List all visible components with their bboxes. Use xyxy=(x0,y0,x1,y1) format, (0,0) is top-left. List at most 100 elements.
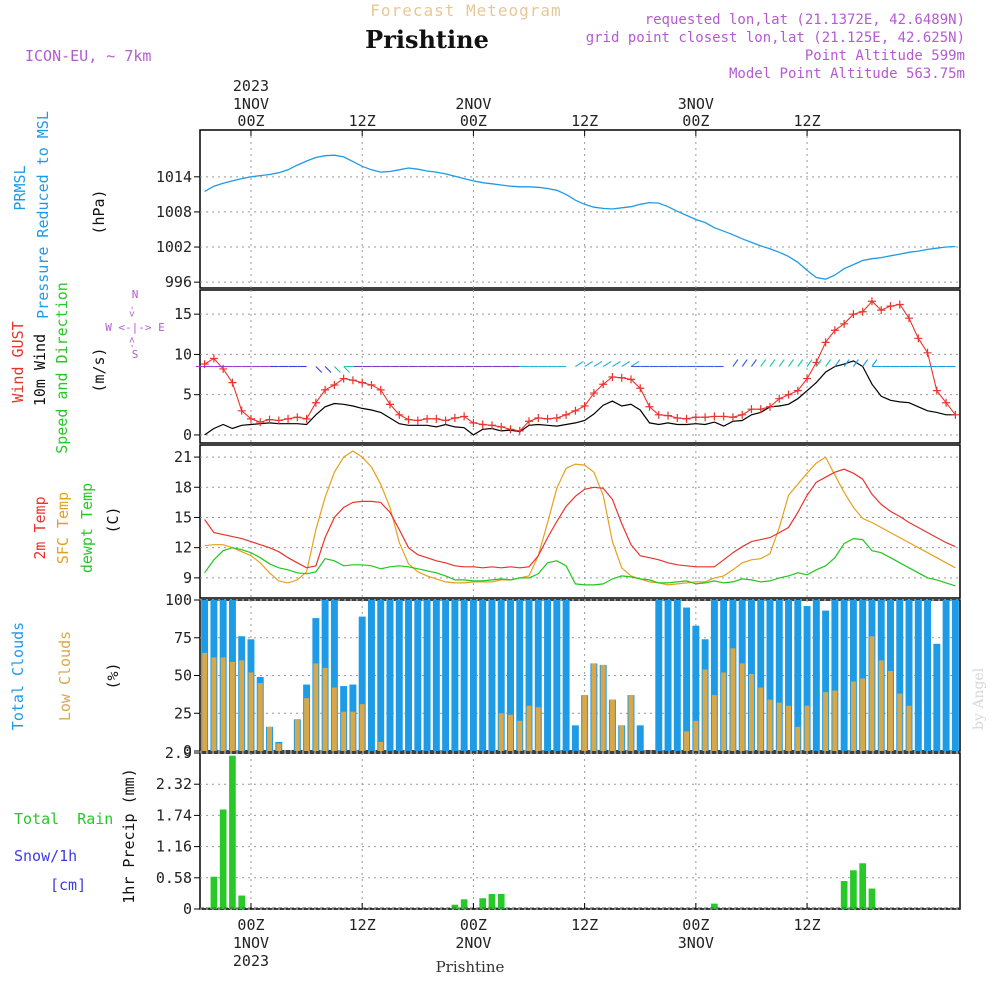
wind-direction-arrow xyxy=(751,359,757,367)
gust-marker xyxy=(682,414,691,423)
gust-marker xyxy=(348,376,357,385)
y-tick-label: 18 xyxy=(174,478,192,496)
total-cloud-bar xyxy=(766,600,774,751)
low-cloud-bar xyxy=(239,660,245,751)
total-rain-label: Total Rain xyxy=(14,810,113,828)
rain-bar xyxy=(229,755,236,909)
wind-dir-label: Speed and Direction xyxy=(53,282,71,454)
total-cloud-bar xyxy=(395,600,403,751)
gust-marker xyxy=(914,334,923,343)
gust-marker xyxy=(942,398,951,407)
low-cloud-bar xyxy=(220,657,226,751)
gust-marker xyxy=(701,413,710,422)
grid-coords: grid point closest lon,lat (21.125E, 42.… xyxy=(586,30,965,46)
gust-marker xyxy=(321,385,330,394)
top-date-label: 2NOV xyxy=(455,95,491,113)
total-cloud-bar xyxy=(507,600,514,751)
low-cloud-bar xyxy=(350,711,356,751)
gust-marker xyxy=(589,389,598,398)
gust-marker xyxy=(311,398,320,407)
top-date-label: 1NOV xyxy=(233,95,269,113)
bottom-time-label: 00Z xyxy=(460,916,487,934)
rain-bar xyxy=(711,903,718,909)
rain-bar xyxy=(850,870,857,909)
low-cloud-bar xyxy=(684,731,690,751)
low-cloud-bar xyxy=(711,695,717,751)
total-cloud-bar xyxy=(831,600,839,751)
gust-marker xyxy=(775,394,784,403)
gust-marker xyxy=(580,401,589,410)
gust-marker xyxy=(664,411,673,420)
total-cloud-bar xyxy=(386,600,394,751)
low-cloud-bar xyxy=(341,711,347,751)
low-cloud-bar xyxy=(739,663,745,751)
total-cloud-bar xyxy=(414,600,422,751)
gust-marker xyxy=(525,417,534,426)
gust-marker xyxy=(367,381,376,390)
compass-n: N xyxy=(132,288,139,301)
total-cloud-bar xyxy=(460,600,468,751)
total-cloud-bar xyxy=(710,600,718,751)
gust-marker xyxy=(617,373,626,382)
temp-sfc-label: SFC Temp xyxy=(54,492,72,564)
total-cloud-bar xyxy=(636,725,644,751)
gust-marker xyxy=(441,416,450,425)
low-cloud-bar xyxy=(267,726,272,751)
y-tick-label: 50 xyxy=(174,667,192,685)
gust-marker xyxy=(654,410,663,419)
rain-bar xyxy=(451,904,459,909)
low-cloud-bar xyxy=(508,714,513,751)
low-cloud-bar xyxy=(758,687,764,751)
gust-marker xyxy=(386,400,394,409)
gust-marker xyxy=(932,386,941,395)
gust-marker xyxy=(552,414,561,423)
gust-marker xyxy=(274,416,283,425)
bottom-date-label: 2NOV xyxy=(455,934,491,952)
y-tick-label: 1002 xyxy=(156,238,192,256)
wind-direction-arrow xyxy=(815,359,822,367)
gust-marker xyxy=(330,381,339,390)
total-cloud-bar xyxy=(757,600,765,751)
y-tick-label: 996 xyxy=(165,273,192,291)
gust-marker xyxy=(487,421,496,430)
low-cloud-bar xyxy=(331,687,337,751)
gust-marker xyxy=(395,410,404,419)
total-cloud-bar xyxy=(822,610,830,751)
gust-marker xyxy=(840,319,849,328)
gust-marker xyxy=(886,302,895,311)
total-cloud-bar xyxy=(692,625,700,751)
wind-direction-arrow xyxy=(732,359,739,367)
rain-bar xyxy=(868,888,876,909)
gust-marker xyxy=(710,412,719,421)
subtitle: Forecast Meteogram xyxy=(370,1,561,20)
gust-marker xyxy=(358,378,367,387)
low-clouds-label: Low Clouds xyxy=(56,631,74,721)
rain-bar xyxy=(219,809,227,909)
low-cloud-bar xyxy=(211,657,217,751)
low-cloud-bar xyxy=(888,670,893,751)
low-cloud-bar xyxy=(526,705,532,751)
gust-marker xyxy=(450,414,459,423)
pressure-msl-label: Pressure Reduced to MSL xyxy=(34,111,52,319)
gust-marker xyxy=(246,414,255,423)
gust-marker xyxy=(571,406,580,415)
y-tick-label: 5 xyxy=(183,386,192,404)
wind-gust-label: Wind GUST xyxy=(9,321,27,402)
temp-unit: (C) xyxy=(104,506,122,533)
low-cloud-bar xyxy=(229,661,235,751)
compass-s: S xyxy=(132,348,139,361)
prmsl-label: PRMSL xyxy=(11,165,29,210)
low-cloud-bar xyxy=(730,648,736,751)
top-year-label: 2023 xyxy=(233,77,269,95)
low-cloud-bar xyxy=(628,695,634,751)
y-tick-label: 1.74 xyxy=(156,806,192,824)
low-cloud-bar xyxy=(776,702,782,751)
low-cloud-bar xyxy=(619,725,625,751)
top-time-label: 00Z xyxy=(460,112,487,130)
wind-panel xyxy=(199,289,961,444)
top-time-label: 00Z xyxy=(682,112,709,130)
low-cloud-bar xyxy=(322,667,328,751)
point-altitude: Point Altitude 599m xyxy=(805,48,965,64)
low-cloud-bar xyxy=(804,705,810,751)
total-cloud-bar xyxy=(812,600,820,751)
